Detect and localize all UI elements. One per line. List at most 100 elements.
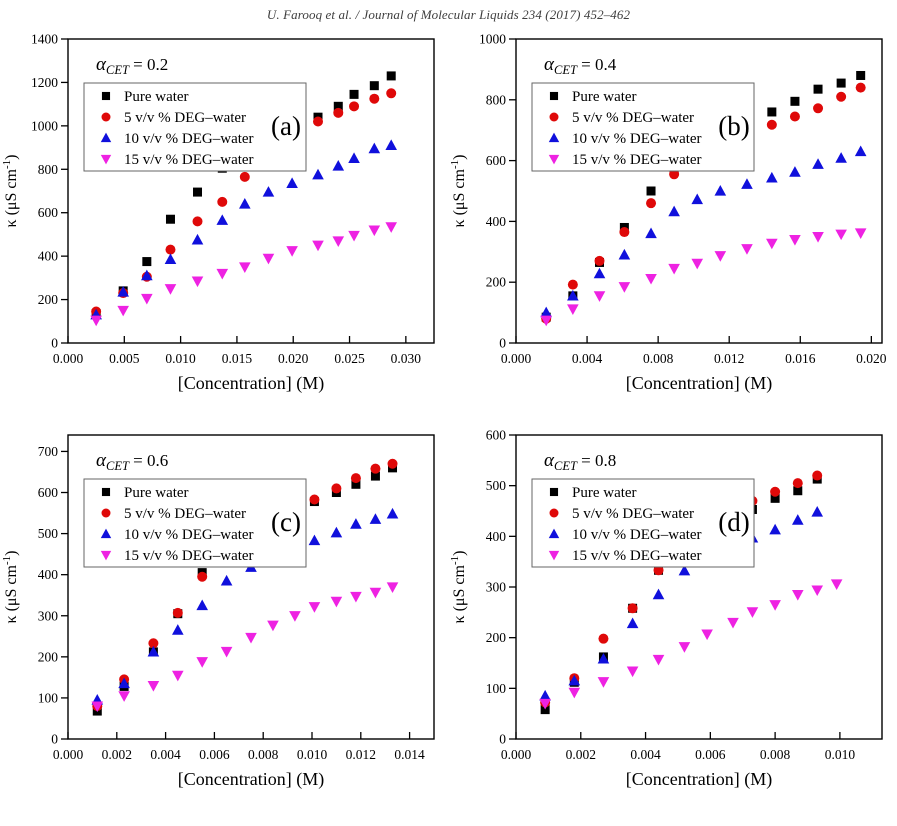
series-triangle-down-points (539, 579, 843, 710)
svg-text:0.015: 0.015 (222, 351, 253, 366)
chart-a: 0 200 400 600 800 1000 1200 1400 0.000 0.005 0.010… (1, 32, 435, 394)
svg-text:400: 400 (486, 529, 507, 544)
legend-label: 15 v/v % DEG–water (124, 152, 254, 168)
legend-label: 15 v/v % DEG–water (124, 548, 254, 564)
svg-text:0.010: 0.010 (297, 747, 328, 762)
svg-text:1000: 1000 (479, 32, 506, 47)
svg-text:0: 0 (51, 732, 58, 747)
legend-label: 10 v/v % DEG–water (124, 527, 254, 543)
alpha-cet-title: αCET = 0.8 (544, 450, 616, 473)
svg-text:1200: 1200 (31, 75, 58, 90)
panel-a: 0 200 400 600 800 1000 1200 1400 0.000 0.005 0.010… (0, 25, 448, 421)
figure-grid: 0 200 400 600 800 1000 1200 1400 0.000 0.005 0.010… (0, 25, 897, 817)
x-axis-title: [Concentration] (M) (626, 373, 772, 394)
svg-text:0.002: 0.002 (102, 747, 132, 762)
legend-label: 10 v/v % DEG–water (124, 131, 254, 147)
legend-label: 15 v/v % DEG–water (572, 152, 702, 168)
legend: Pure water 5 v/v % DEG–water 10 v/v % DEG–… (83, 478, 307, 568)
legend-box (83, 82, 307, 172)
x-axis: 0.000 0.002 0.004 0.006 0.008 0.010 0.012 0.014 (53, 732, 425, 762)
svg-text:0.012: 0.012 (346, 747, 376, 762)
svg-text:0.004: 0.004 (572, 351, 603, 366)
y-axis: 0 100 200 300 400 500 600 700 (38, 444, 68, 747)
panel-letter: (c) (271, 507, 301, 537)
svg-text:0.006: 0.006 (199, 747, 230, 762)
svg-text:0.020: 0.020 (278, 351, 309, 366)
y-axis: 0 200 400 600 800 1000 (479, 32, 516, 351)
legend-label: 5 v/v % DEG–water (572, 506, 694, 522)
svg-text:0: 0 (51, 336, 58, 351)
svg-text:0.006: 0.006 (695, 747, 726, 762)
svg-text:200: 200 (38, 649, 59, 664)
svg-text:0: 0 (499, 732, 506, 747)
svg-text:100: 100 (38, 690, 59, 705)
legend: Pure water 5 v/v % DEG–water 10 v/v % DEG–… (83, 82, 307, 172)
svg-text:0.008: 0.008 (760, 747, 791, 762)
svg-text:0.030: 0.030 (391, 351, 422, 366)
svg-text:0.010: 0.010 (165, 351, 196, 366)
svg-text:100: 100 (486, 681, 507, 696)
svg-text:0: 0 (499, 336, 506, 351)
panel-letter: (a) (271, 111, 301, 141)
panel-letter: (b) (718, 111, 749, 141)
legend-label: 5 v/v % DEG–water (124, 506, 246, 522)
y-axis-title: κ (μS cm-1) (449, 155, 468, 228)
svg-text:700: 700 (38, 444, 59, 459)
plot-frame (515, 38, 883, 344)
svg-text:0.025: 0.025 (334, 351, 365, 366)
svg-text:0.005: 0.005 (109, 351, 140, 366)
svg-text:400: 400 (38, 567, 59, 582)
svg-text:0.004: 0.004 (630, 747, 661, 762)
svg-text:0.000: 0.000 (501, 351, 532, 366)
svg-text:300: 300 (486, 580, 507, 595)
y-axis: 0 200 400 600 800 1000 1200 1400 (31, 32, 68, 351)
legend-box (83, 478, 307, 568)
svg-text:600: 600 (38, 205, 59, 220)
svg-text:200: 200 (38, 292, 59, 307)
svg-text:0.020: 0.020 (856, 351, 887, 366)
series-triangle-down-points (540, 228, 867, 327)
svg-text:0.012: 0.012 (714, 351, 744, 366)
x-axis: 0.000 0.004 0.008 0.012 0.016 0.020 (501, 336, 887, 366)
svg-text:500: 500 (486, 478, 507, 493)
y-axis-title: κ (μS cm-1) (1, 155, 20, 228)
legend-label: Pure water (124, 485, 189, 501)
legend: Pure water 5 v/v % DEG–water 10 v/v % DEG–… (531, 478, 755, 568)
svg-text:0.008: 0.008 (248, 747, 279, 762)
x-axis-title: [Concentration] (M) (626, 769, 772, 790)
svg-text:600: 600 (486, 428, 507, 443)
svg-text:800: 800 (486, 92, 507, 107)
legend-label: 10 v/v % DEG–water (572, 527, 702, 543)
svg-text:0.000: 0.000 (53, 747, 84, 762)
svg-text:1400: 1400 (31, 32, 58, 47)
y-axis: 0 100 200 300 400 500 600 (486, 428, 516, 747)
journal-header: U. Farooq et al. / Journal of Molecular … (266, 7, 631, 22)
svg-text:0.002: 0.002 (566, 747, 596, 762)
y-axis-title: κ (μS cm-1) (449, 551, 468, 624)
panel-d: 0 100 200 300 400 500 600 0.000 0.002 0.004 0.006 0… (448, 421, 896, 817)
x-axis-title: [Concentration] (M) (178, 769, 324, 790)
svg-text:400: 400 (486, 214, 507, 229)
svg-text:600: 600 (38, 485, 59, 500)
svg-text:500: 500 (38, 526, 59, 541)
svg-text:0.004: 0.004 (150, 747, 181, 762)
panel-letter: (d) (718, 507, 749, 537)
legend-label: 10 v/v % DEG–water (572, 131, 702, 147)
legend-label: 15 v/v % DEG–water (572, 548, 702, 564)
legend-label: 5 v/v % DEG–water (124, 110, 246, 126)
legend-label: Pure water (572, 485, 637, 501)
x-axis: 0.000 0.005 0.010 0.015 0.020 0.025 0.030 (53, 336, 421, 366)
legend-label: 5 v/v % DEG–water (572, 110, 694, 126)
legend-box (531, 478, 755, 568)
panel-b: 0 200 400 600 800 1000 0.000 0.004 0.008 0.012 0.0… (448, 25, 896, 421)
svg-text:200: 200 (486, 275, 507, 290)
svg-text:0.016: 0.016 (785, 351, 816, 366)
svg-text:1000: 1000 (31, 118, 58, 133)
svg-text:200: 200 (486, 630, 507, 645)
svg-text:0.008: 0.008 (643, 351, 674, 366)
legend: Pure water 5 v/v % DEG–water 10 v/v % DEG–… (531, 82, 755, 172)
plot-frame (67, 38, 435, 344)
legend-label: Pure water (124, 89, 189, 105)
